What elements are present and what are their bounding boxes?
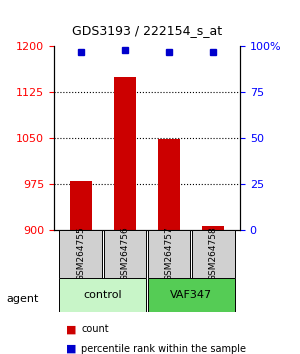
Bar <box>158 139 180 230</box>
Text: percentile rank within the sample: percentile rank within the sample <box>81 344 246 354</box>
Text: agent: agent <box>6 294 38 304</box>
Text: GDS3193 / 222154_s_at: GDS3193 / 222154_s_at <box>72 24 222 37</box>
Text: ■: ■ <box>66 324 76 334</box>
Text: VAF347: VAF347 <box>170 290 212 300</box>
Bar <box>114 77 136 230</box>
Bar <box>202 227 224 230</box>
FancyBboxPatch shape <box>59 278 146 312</box>
Text: control: control <box>83 290 122 300</box>
FancyBboxPatch shape <box>103 230 146 278</box>
Text: ■: ■ <box>66 344 76 354</box>
Text: GSM264758: GSM264758 <box>209 227 218 281</box>
Text: GSM264757: GSM264757 <box>165 227 174 281</box>
Text: GSM264756: GSM264756 <box>120 227 129 281</box>
FancyBboxPatch shape <box>59 230 102 278</box>
FancyBboxPatch shape <box>148 230 190 278</box>
Bar <box>70 181 92 230</box>
FancyBboxPatch shape <box>192 230 235 278</box>
FancyBboxPatch shape <box>148 278 235 312</box>
Text: GSM264755: GSM264755 <box>76 227 85 281</box>
Text: count: count <box>81 324 109 334</box>
